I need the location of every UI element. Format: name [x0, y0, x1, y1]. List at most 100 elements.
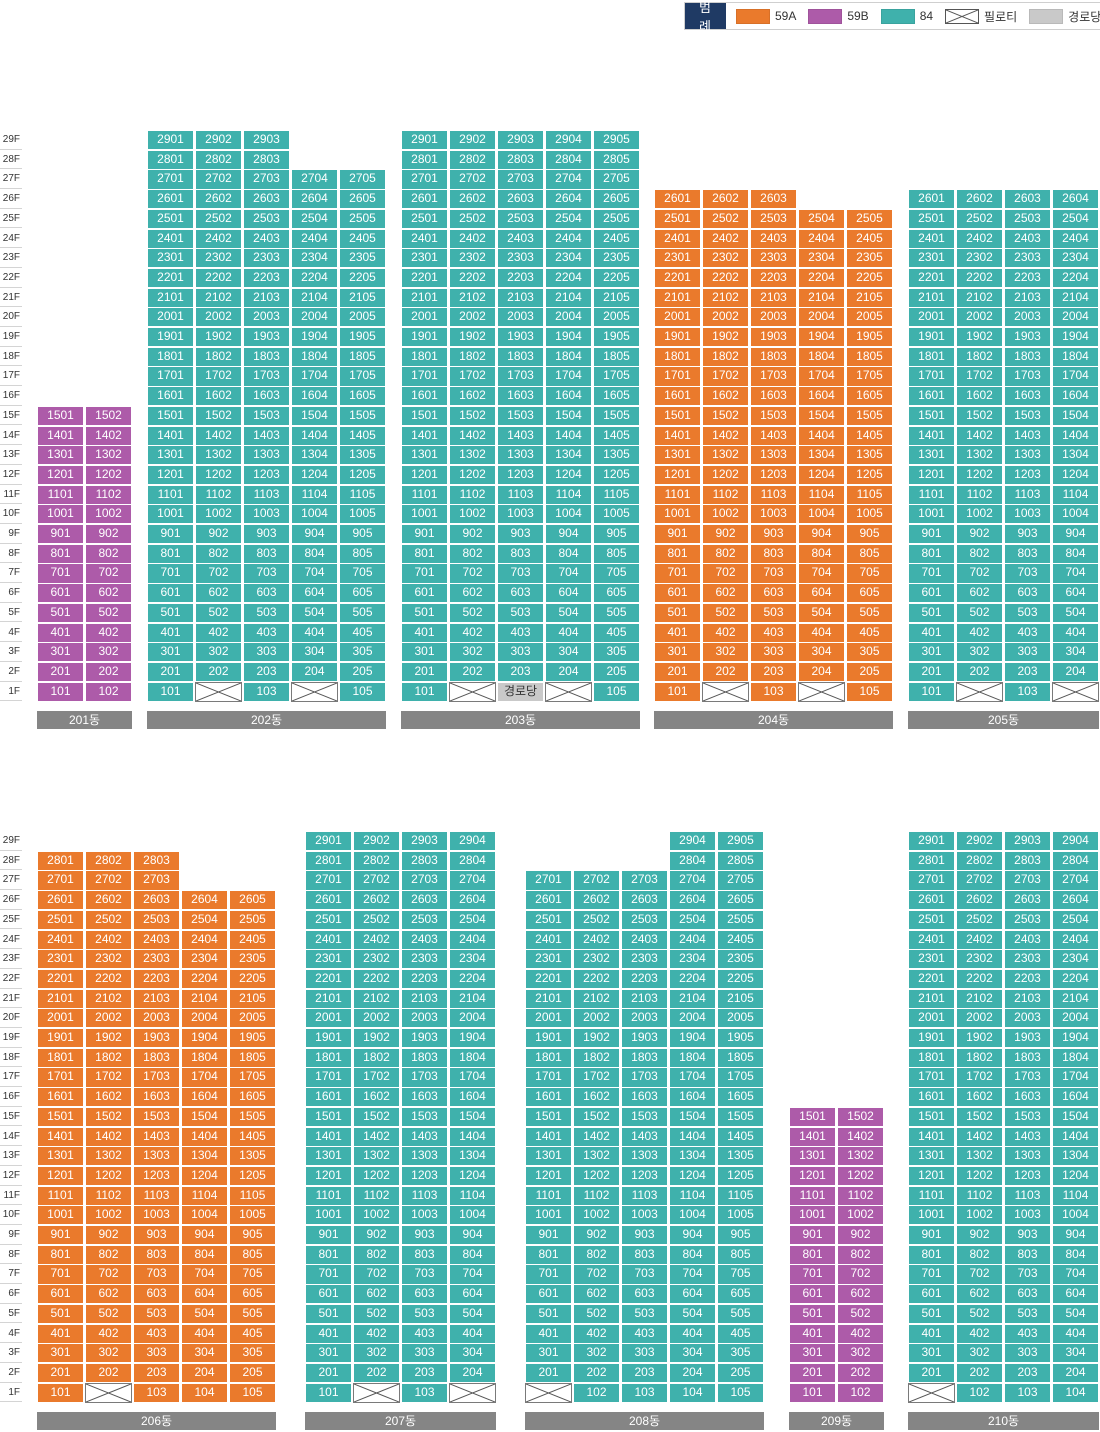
unit-cell: 2402 [85, 929, 132, 950]
unit-cell: 2903 [401, 831, 448, 852]
floor-label: 17F [0, 366, 22, 387]
unit-cell: 2203 [1004, 267, 1051, 289]
unit-cell: 1302 [956, 1146, 1003, 1167]
unit-cell: 105 [593, 681, 640, 702]
unit-cell: 203 [750, 661, 797, 683]
unit-cell: 2303 [750, 248, 797, 269]
unit-cell: 602 [449, 583, 496, 604]
unit-cell: 803 [1004, 543, 1051, 564]
unit-cell: 1301 [37, 1146, 84, 1167]
unit-cell: 1001 [147, 504, 194, 525]
unit-cell: 704 [669, 1264, 716, 1285]
unit-cell: 805 [717, 1244, 764, 1265]
unit-cell: 1703 [497, 366, 544, 387]
unit-cell: 1303 [1004, 445, 1051, 466]
unit-cell: 2503 [1004, 909, 1051, 930]
unit-cell: 1201 [908, 1165, 955, 1187]
unit-cell: 904 [669, 1225, 716, 1246]
unit-cell: 2702 [573, 870, 620, 891]
unit-cell: 202 [702, 661, 749, 683]
unit-cell: 2802 [195, 149, 242, 170]
unit-cell: 1102 [573, 1185, 620, 1206]
unit-cell: 201 [654, 661, 701, 683]
unit-cell: 603 [497, 583, 544, 604]
floor-label: 13F [0, 1146, 22, 1166]
unit-cell: 2504 [545, 208, 592, 229]
unit-cell: 1704 [291, 366, 338, 387]
unit-cell: 1204 [181, 1165, 228, 1187]
unit-cell: 1204 [1052, 1165, 1099, 1187]
unit-cell: 1801 [147, 346, 194, 367]
unit-cell: 1701 [401, 366, 448, 387]
unit-cell: 1202 [85, 1165, 132, 1187]
unit-cell: 2503 [750, 208, 797, 229]
unit-cell: 701 [147, 563, 194, 584]
unit-cell: 1903 [750, 327, 797, 348]
unit-cell: 2404 [1052, 228, 1099, 249]
unit-cell: 1205 [846, 464, 893, 486]
unit-cell: 1804 [798, 346, 845, 367]
unit-cell: 1004 [1052, 1205, 1099, 1226]
unit-cell: 904 [449, 1225, 496, 1246]
unit-cell: 2505 [593, 208, 640, 229]
unit-cell: 302 [85, 642, 132, 663]
unit-cell: 1204 [545, 464, 592, 486]
unit-cell: 204 [181, 1362, 228, 1384]
unit-cell: 502 [85, 1303, 132, 1324]
unit-cell: 1504 [669, 1106, 716, 1127]
unit-cell: 402 [195, 622, 242, 643]
unit-cell: 1002 [85, 504, 132, 525]
unit-cell: 503 [750, 602, 797, 623]
unit-cell: 1705 [717, 1067, 764, 1088]
unit-cell: 2102 [353, 988, 400, 1009]
unit-cell: 701 [37, 1264, 84, 1285]
unit-cell: 1402 [956, 1126, 1003, 1147]
unit-cell: 1702 [353, 1067, 400, 1088]
unit-cell: 701 [37, 563, 84, 584]
unit-cell: 2605 [229, 890, 276, 911]
legend-label: 59A [774, 9, 797, 23]
unit-cell: 2502 [956, 909, 1003, 930]
unit-cell: 2501 [654, 208, 701, 229]
unit-cell: 1203 [497, 464, 544, 486]
unit-cell: 1901 [908, 1028, 955, 1049]
unit-cell: 1701 [147, 366, 194, 387]
unit-cell: 605 [593, 583, 640, 604]
unit-cell: 501 [305, 1303, 352, 1324]
unit-cell: 704 [1052, 1264, 1099, 1285]
unit-cell: 1404 [1052, 425, 1099, 446]
unit-cell: 803 [1004, 1244, 1051, 1265]
unit-cell: 605 [846, 583, 893, 604]
unit-cell: 1603 [133, 1087, 180, 1108]
unit-cell: 405 [339, 622, 386, 643]
unit-cell: 904 [291, 524, 338, 545]
floor-label: 1F [0, 682, 22, 702]
unit-cell: 1001 [401, 504, 448, 525]
unit-cell: 1804 [1052, 346, 1099, 367]
unit-cell: 2905 [593, 130, 640, 151]
unit-cell: 301 [908, 642, 955, 663]
unit-cell: 1403 [497, 425, 544, 446]
unit-cell: 601 [908, 1284, 955, 1305]
unit-cell: 2304 [669, 949, 716, 970]
unit-cell: 1402 [449, 425, 496, 446]
unit-cell: 2004 [798, 307, 845, 328]
senior-center-cell: 경로당 [497, 681, 544, 702]
unit-cell: 1401 [147, 425, 194, 446]
unit-cell: 1703 [133, 1067, 180, 1088]
unit-cell: 1402 [573, 1126, 620, 1147]
unit-cell: 1404 [291, 425, 338, 446]
unit-cell: 2301 [654, 248, 701, 269]
unit-cell: 1502 [85, 405, 132, 426]
unit-cell: 1905 [846, 327, 893, 348]
unit-cell: 1502 [353, 1106, 400, 1127]
unit-cell: 1504 [798, 405, 845, 426]
unit-cell: 802 [85, 543, 132, 564]
unit-cell: 1302 [353, 1146, 400, 1167]
unit-cell: 1704 [1052, 366, 1099, 387]
unit-cell: 1105 [229, 1185, 276, 1206]
unit-cell: 1305 [846, 445, 893, 466]
unit-cell: 2702 [353, 870, 400, 891]
unit-cell: 2302 [956, 248, 1003, 269]
unit-cell: 2502 [702, 208, 749, 229]
